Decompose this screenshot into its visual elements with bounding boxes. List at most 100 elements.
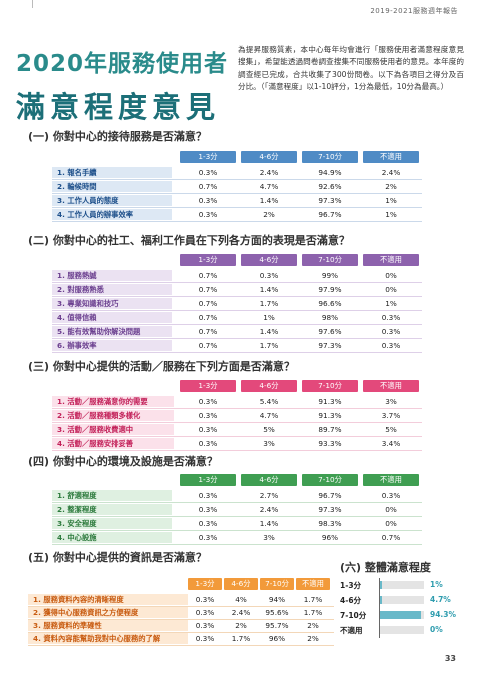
table-cell: 98.3% (318, 519, 342, 528)
table-cell: 1% (385, 299, 397, 308)
table-row: 2. 獲得中心服務資訊之方便程度 0.3% 2.4% 95.6% 1.7% (28, 607, 334, 618)
table-cell: 2% (307, 634, 319, 643)
table-cell: 95.6% (265, 608, 289, 617)
row-divider (52, 408, 422, 409)
table-cell: 0.3% (198, 196, 218, 205)
row-label: 4. 值得信賴 (52, 312, 172, 323)
column-header: 7-10分 (302, 380, 358, 392)
overall-bar-label: 不適用 (340, 626, 363, 635)
table-cell: 96% (268, 634, 286, 643)
overall-bar (380, 596, 383, 604)
table-cell: 2.4% (259, 505, 279, 514)
table-cell: 3% (385, 397, 397, 406)
table-cell: 97.9% (318, 285, 342, 294)
column-header: 4-6分 (241, 380, 297, 392)
table-cell: 4% (235, 595, 247, 604)
table-cell: 4.7% (259, 182, 279, 191)
table-cell: 0.7% (198, 313, 218, 322)
row-label: 4. 資料內容能幫助我對中心服務的了解 (28, 633, 188, 644)
table-cell: 91.3% (318, 397, 342, 406)
table-row: 3. 專業知識和技巧 0.7% 1.7% 96.6% 1% (52, 298, 422, 309)
header-rule (32, 0, 33, 8)
table-cell: 2.4% (231, 608, 251, 617)
column-header: 不適用 (363, 474, 419, 486)
table-cell: 0.7% (198, 299, 218, 308)
column-header: 7-10分 (302, 254, 358, 266)
overall-bar-label: 1-3分 (340, 581, 362, 590)
table-row: 2. 對服務熟悉 0.7% 1.4% 97.9% 0% (52, 284, 422, 295)
row-divider (52, 516, 422, 517)
row-divider (52, 310, 422, 311)
column-header: 4-6分 (224, 578, 258, 590)
table-cell: 91.3% (318, 411, 342, 420)
row-divider (52, 422, 422, 423)
row-divider (28, 632, 334, 633)
row-label: 3. 服務資料的準確性 (28, 620, 188, 631)
table-cell: 0.7% (198, 327, 218, 336)
row-divider (52, 296, 422, 297)
section-2-heading: (二) 你對中心的社工、福利工作員在下列各方面的表現是否滿意？ (28, 234, 350, 247)
column-header: 不適用 (363, 254, 419, 266)
table-row: 2. 整潔程度 0.3% 2.4% 97.3% 0% (52, 504, 422, 515)
table-row: 2. 活動／服務種類多樣化 0.3% 4.7% 91.3% 3.7% (52, 410, 422, 421)
row-label: 2. 獲得中心服務資訊之方便程度 (28, 607, 188, 618)
row-label: 3. 工作人員的態度 (52, 195, 172, 206)
row-label: 3. 安全程度 (52, 518, 172, 529)
table-cell: 1.7% (231, 634, 251, 643)
table-cell: 5% (263, 425, 275, 434)
page-number: 33 (444, 654, 456, 663)
table-cell: 1.7% (303, 608, 323, 617)
table-row: 3. 活動／服務收費適中 0.3% 5% 89.7% 5% (52, 424, 422, 435)
table-cell: 0.7% (198, 182, 218, 191)
table-row: 4. 資料內容能幫助我對中心服務的了解 0.3% 1.7% 96% 2% (28, 633, 334, 644)
row-divider (52, 207, 422, 208)
table-cell: 96.6% (318, 299, 342, 308)
section-4-heading: (四) 你對中心的環境及設施是否滿意？ (28, 455, 218, 468)
table-cell: 2.4% (381, 168, 401, 177)
table-cell: 96% (321, 533, 339, 542)
table-row: 4. 活動／服務安排妥善 0.3% 3% 93.3% 3.4% (52, 438, 422, 449)
row-divider (52, 450, 422, 451)
table-row: 3. 服務資料的準確性 0.3% 2% 95.7% 2% (28, 620, 334, 631)
page-title-line2: 滿意程度意見 (16, 90, 221, 124)
table-cell: 2% (385, 182, 397, 191)
table-row: 1. 服務熱誠 0.7% 0.3% 99% 0% (52, 270, 422, 281)
table-cell: 1.4% (259, 519, 279, 528)
overall-bar-value: 0% (430, 625, 443, 634)
row-label: 6. 辦事效率 (52, 340, 172, 351)
table-cell: 1.4% (259, 285, 279, 294)
table-row: 5. 能有效幫助你解決問題 0.7% 1.4% 97.6% 0.3% (52, 326, 422, 337)
table-cell: 3.4% (381, 439, 401, 448)
table-row: 1. 報名手續 0.3% 2.4% 94.9% 2.4% (52, 167, 422, 178)
column-header: 7-10分 (260, 578, 294, 590)
table-cell: 1.7% (259, 299, 279, 308)
table-cell: 0.3% (198, 519, 218, 528)
row-divider (28, 619, 334, 620)
overall-axis (379, 578, 380, 638)
table-cell: 92.6% (318, 182, 342, 191)
table-row: 1. 服務資料內容的清晰程度 0.3% 4% 94% 1.7% (28, 594, 334, 605)
row-label: 1. 服務資料內容的清晰程度 (28, 594, 188, 605)
row-divider (52, 324, 422, 325)
table-cell: 5.4% (259, 397, 279, 406)
table-cell: 1.4% (259, 327, 279, 336)
table-cell: 93.3% (318, 439, 342, 448)
row-label: 2. 對服務熟悉 (52, 284, 172, 295)
table-row: 3. 工作人員的態度 0.3% 1.4% 97.3% 1% (52, 195, 422, 206)
table-cell: 0.3% (195, 634, 215, 643)
row-label: 2. 活動／服務種類多樣化 (52, 410, 174, 421)
table-cell: 0.3% (198, 210, 218, 219)
column-header: 7-10分 (302, 151, 358, 163)
table-cell: 89.7% (318, 425, 342, 434)
table-cell: 0.3% (381, 491, 401, 500)
row-divider (52, 221, 422, 222)
table-cell: 0.3% (195, 595, 215, 604)
table-cell: 0.3% (381, 327, 401, 336)
table-row: 4. 值得信賴 0.7% 1% 98% 0.3% (52, 312, 422, 323)
row-divider (52, 436, 422, 437)
page-title: 2020年服務使用者 滿意程度意見 (16, 44, 230, 124)
table-row: 2. 輪候時間 0.7% 4.7% 92.6% 2% (52, 181, 422, 192)
row-label: 2. 輪候時間 (52, 181, 172, 192)
section-3-heading: (三) 你對中心提供的活動／服務在下列方面是否滿意？ (28, 360, 295, 373)
table-cell: 3% (263, 533, 275, 542)
